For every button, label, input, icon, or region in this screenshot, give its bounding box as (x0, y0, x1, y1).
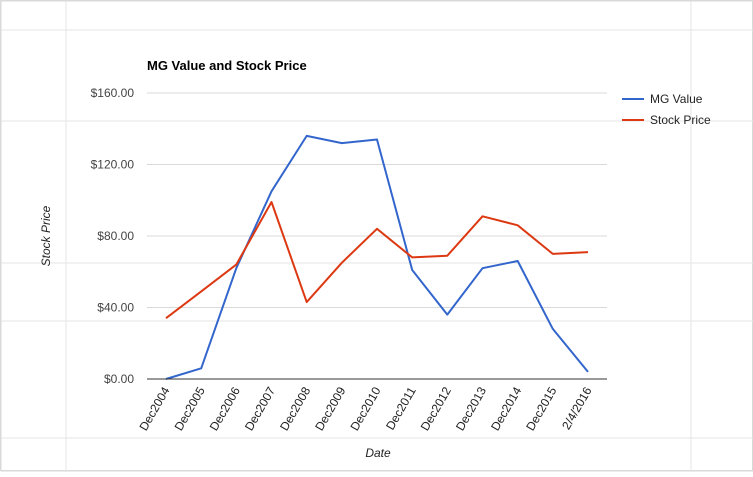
x-tick-label: 2/4/2016 (559, 384, 595, 432)
data-point (198, 365, 204, 371)
data-point (269, 199, 275, 205)
x-tick-label: Dec2014 (488, 384, 524, 433)
data-point (480, 213, 486, 219)
chart-title: MG Value and Stock Price (147, 58, 307, 73)
x-tick-label: Dec2004 (136, 384, 172, 433)
y-tick-label: $120.00 (91, 158, 135, 172)
data-point (339, 140, 345, 146)
data-point (444, 312, 450, 318)
data-point (585, 249, 591, 255)
x-axis-ticks: Dec2004 Dec2005 Dec2006 Dec2007 Dec2008 Dec20… (136, 384, 594, 433)
data-point (550, 251, 556, 257)
data-point (198, 288, 204, 294)
x-tick-label: Dec2010 (347, 384, 383, 433)
y-tick-label: $80.00 (97, 229, 134, 243)
data-point (515, 258, 521, 264)
y-axis-ticks: $0.00 $40.00 $80.00 $120.00 $160.00 (91, 86, 135, 386)
y-axis-title: Stock Price (39, 205, 53, 266)
data-point (304, 299, 310, 305)
data-point (409, 254, 415, 260)
data-point (480, 265, 486, 271)
data-point (233, 262, 239, 268)
x-tick-label: Dec2015 (523, 384, 559, 433)
x-tick-label: Dec2013 (453, 384, 489, 433)
legend-label: Stock Price (650, 113, 711, 127)
y-tick-label: $160.00 (91, 86, 135, 100)
data-point (444, 253, 450, 259)
y-gridlines (147, 92, 607, 308)
legend: MG Value Stock Price (622, 92, 711, 127)
series-lines (163, 133, 591, 380)
data-point (374, 136, 380, 142)
data-point (409, 267, 415, 273)
data-point (304, 133, 310, 139)
series-line-mg-value (165, 134, 589, 380)
data-point (515, 222, 521, 228)
x-tick-label: Dec2011 (383, 384, 419, 432)
x-tick-label: Dec2009 (312, 384, 348, 433)
series-line-stock-price (165, 201, 589, 319)
x-axis-title: Date (365, 446, 391, 460)
legend-label: MG Value (650, 92, 703, 106)
data-point (374, 226, 380, 232)
x-tick-label: Dec2005 (172, 384, 208, 433)
y-tick-label: $0.00 (104, 372, 134, 386)
x-tick-label: Dec2012 (418, 384, 454, 433)
x-tick-label: Dec2007 (242, 384, 278, 433)
y-tick-label: $40.00 (97, 301, 134, 315)
data-point (339, 260, 345, 266)
data-point (550, 326, 556, 332)
x-tick-label: Dec2006 (207, 384, 243, 433)
data-point (585, 369, 591, 375)
x-tick-label: Dec2008 (277, 384, 313, 433)
data-point (163, 315, 169, 321)
data-point (269, 188, 275, 194)
